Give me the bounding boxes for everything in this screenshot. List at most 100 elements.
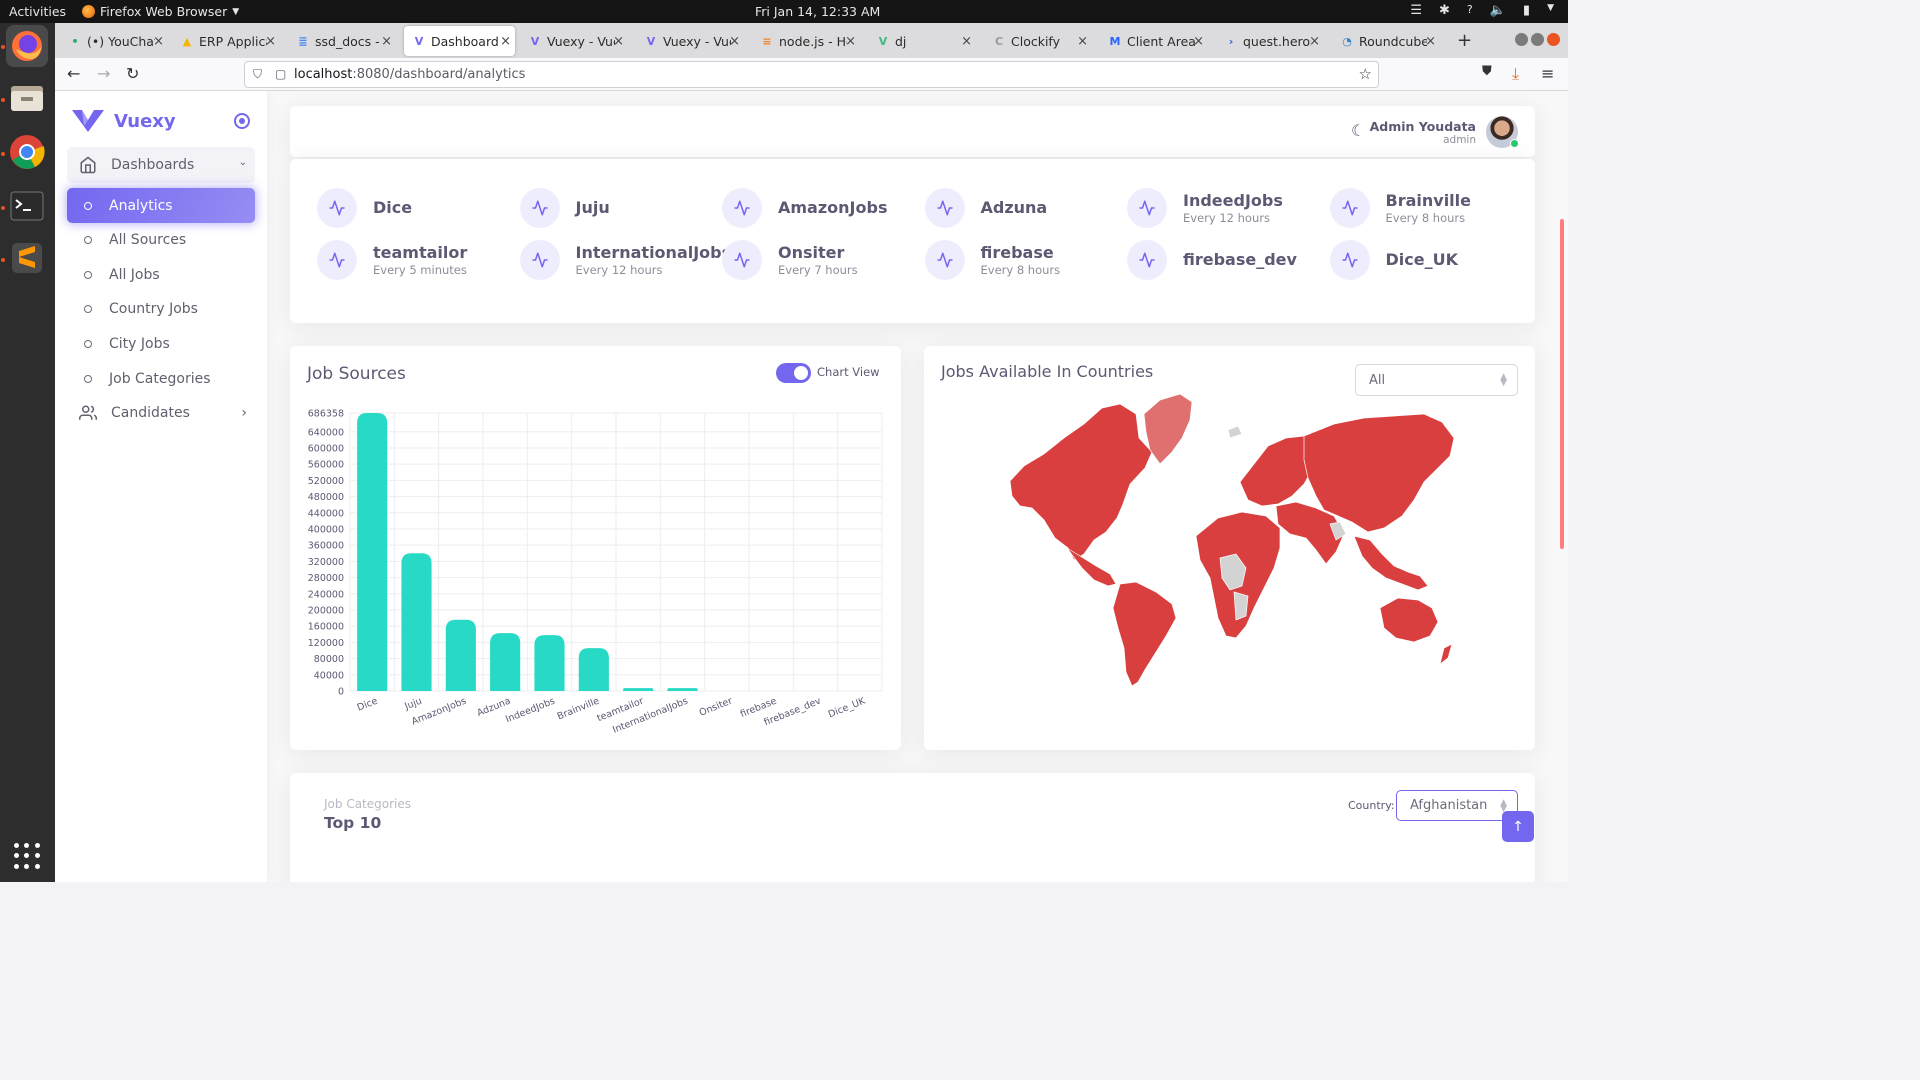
page-info-icon[interactable]: ▢ — [275, 67, 287, 81]
source-frequency: Every 12 hours — [575, 262, 663, 277]
candidates-menu-item[interactable]: Candidates › — [67, 395, 255, 430]
page-scrollbar[interactable] — [1560, 219, 1564, 549]
dashboards-group[interactable]: Dashboards ⌄ — [67, 147, 255, 183]
source-item[interactable]: AmazonJobs — [722, 188, 887, 228]
drive-icon: ▲ — [182, 34, 192, 48]
terminal-dock-icon[interactable] — [6, 185, 48, 227]
sidebar-item-analytics[interactable]: Analytics — [67, 188, 255, 223]
tab-close-icon[interactable]: × — [961, 33, 972, 49]
forward-arrow-icon[interactable]: → — [97, 64, 111, 83]
tab-close-icon[interactable]: × — [1193, 33, 1204, 49]
app-menu[interactable]: Firefox Web Browser ▼ — [82, 4, 239, 19]
browser-tab[interactable]: ◔ Roundcube W× — [1332, 26, 1440, 56]
tab-close-icon[interactable]: × — [1077, 33, 1088, 49]
y-tick-label: 440000 — [308, 508, 344, 519]
tab-close-icon[interactable]: × — [1425, 33, 1436, 49]
pocket-icon[interactable]: ⛊ — [1482, 64, 1492, 79]
app-menu-label: Firefox Web Browser — [100, 4, 228, 19]
files-dock-icon[interactable] — [6, 77, 48, 119]
tab-title: Dashboard U — [431, 33, 499, 49]
help-tray-icon[interactable]: ? — [1466, 3, 1473, 16]
sidebar-item-all-sources[interactable]: All Sources — [67, 223, 255, 258]
country-select[interactable]: Afghanistan ▲ ▼ — [1396, 790, 1518, 821]
firefox-dock-icon[interactable] — [6, 25, 48, 67]
system-top-bar: Activities Firefox Web Browser ▼ Fri Jan… — [0, 0, 1568, 23]
sidebar-pin-icon[interactable] — [234, 113, 250, 129]
source-item[interactable]: Brainville Every 8 hours — [1329, 188, 1471, 228]
source-item[interactable]: firebase_dev — [1127, 240, 1297, 280]
browser-tab[interactable]: ▲ ERP Applicati× — [172, 26, 280, 56]
tab-close-icon[interactable]: × — [381, 33, 392, 49]
clock[interactable]: Fri Jan 14, 12:33 AM — [755, 4, 881, 19]
sublime-dock-icon[interactable] — [6, 237, 48, 279]
activities-button[interactable]: Activities — [9, 4, 67, 19]
source-item[interactable]: firebase Every 8 hours — [924, 240, 1060, 280]
sidebar-item-country-jobs[interactable]: Country Jobs — [67, 292, 255, 327]
dark-mode-moon-icon[interactable]: ☾ — [1351, 121, 1366, 140]
tab-close-icon[interactable]: × — [500, 33, 511, 49]
browser-tab[interactable]: ≡ node.js - Hov× — [752, 26, 860, 56]
browser-tab[interactable]: V Dashboard U× — [404, 26, 515, 56]
new-tab-button[interactable]: + — [1457, 30, 1473, 51]
browser-tab[interactable]: › quest.herosi× — [1216, 26, 1324, 56]
shield-icon[interactable]: ⛉ — [253, 67, 263, 81]
tab-close-icon[interactable]: × — [729, 33, 740, 49]
bookmark-star-icon[interactable]: ☆ — [1358, 65, 1372, 83]
system-tray[interactable]: ☰ ✱ ? 🔈 ▮ ▼ — [1410, 3, 1554, 18]
map-greenland — [1143, 393, 1193, 465]
map-middle-east-india — [1275, 501, 1345, 565]
user-info[interactable]: Admin Youdata admin — [1370, 120, 1476, 147]
chrome-dock-icon[interactable] — [6, 131, 48, 173]
slack-tray-icon[interactable]: ✱ — [1438, 3, 1450, 18]
country-filter-select[interactable]: All ▲ ▼ — [1355, 364, 1518, 396]
sidebar-item-job-categories[interactable]: Job Categories — [67, 361, 255, 396]
map-asia — [1303, 413, 1455, 533]
browser-tab[interactable]: • (•) YouChat × — [60, 26, 168, 56]
brand[interactable]: Vuexy — [72, 110, 176, 132]
power-caret-icon[interactable]: ▼ — [1547, 3, 1554, 13]
browser-nav-bar: ← → ↻ ⛉ ▢ localhost:8080/dashboard/analy… — [55, 58, 1568, 91]
source-item[interactable]: Adzuna — [924, 188, 1047, 228]
browser-tab[interactable]: V Vuexy - Vuej× — [636, 26, 744, 56]
tab-close-icon[interactable]: × — [153, 33, 164, 49]
map-central-america — [1066, 547, 1117, 587]
x-tick-label: InternationalJobs — [611, 696, 690, 736]
browser-tab[interactable]: M Client Area -× — [1100, 26, 1208, 56]
running-indicator — [1, 152, 5, 156]
online-status-dot — [1510, 139, 1519, 148]
sidebar-item-all-jobs[interactable]: All Jobs — [67, 257, 255, 292]
tab-close-icon[interactable]: × — [613, 33, 624, 49]
browser-tab[interactable]: V Vuexy - Vuej× — [520, 26, 628, 56]
back-arrow-icon[interactable]: ← — [67, 64, 81, 83]
source-item[interactable]: Juju — [519, 188, 610, 228]
source-item[interactable]: Onsiter Every 7 hours — [722, 240, 858, 280]
window-maximize-button[interactable] — [1531, 33, 1544, 46]
source-item[interactable]: teamtailor Every 5 minutes — [317, 240, 467, 280]
tab-close-icon[interactable]: × — [845, 33, 856, 49]
browser-tab[interactable]: C Clockify × — [984, 26, 1092, 56]
browser-tab[interactable]: ≣ ssd_docs - Go× — [288, 26, 396, 56]
battery-icon[interactable]: ▮ — [1522, 3, 1531, 18]
chart-view-toggle[interactable] — [776, 363, 811, 383]
window-minimize-button[interactable] — [1515, 33, 1528, 46]
vuexy-icon: V — [646, 34, 656, 48]
source-item[interactable]: InternationalJobs Every 12 hours — [519, 240, 731, 280]
hamburger-menu-icon[interactable]: ≡ — [1541, 64, 1555, 83]
tab-close-icon[interactable]: × — [265, 33, 276, 49]
window-close-button[interactable] — [1547, 33, 1560, 46]
show-apps-icon[interactable] — [14, 843, 40, 869]
source-item[interactable]: IndeedJobs Every 12 hours — [1127, 188, 1283, 228]
source-item[interactable]: Dice — [317, 188, 412, 228]
sidebar-item-city-jobs[interactable]: City Jobs — [67, 326, 255, 361]
avatar[interactable] — [1486, 116, 1519, 148]
reload-icon[interactable]: ↻ — [126, 64, 140, 83]
url-bar[interactable]: ⛉ ▢ localhost:8080/dashboard/analytics ☆ — [244, 61, 1379, 88]
menu-tray-icon[interactable]: ☰ — [1410, 3, 1422, 18]
tab-close-icon[interactable]: × — [1309, 33, 1320, 49]
source-item[interactable]: Dice_UK — [1329, 240, 1458, 280]
map-southeast-asia — [1353, 535, 1429, 591]
volume-icon[interactable]: 🔈 — [1489, 3, 1506, 18]
scroll-to-top-button[interactable]: ↑ — [1502, 811, 1534, 842]
downloads-icon[interactable]: ⤓ — [1512, 64, 1520, 83]
